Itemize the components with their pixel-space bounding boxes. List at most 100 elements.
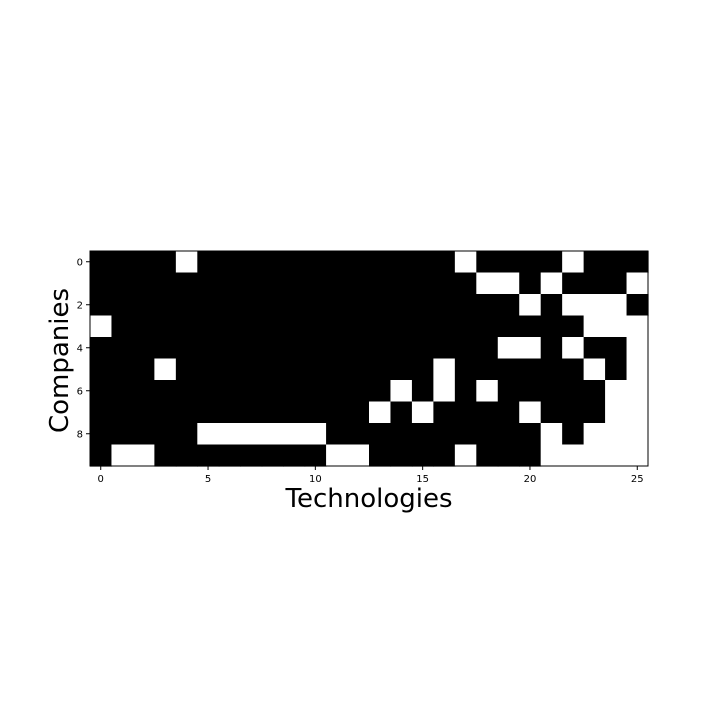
heatmap-cell — [583, 401, 606, 424]
heatmap-cell — [240, 251, 263, 274]
heatmap-cell — [90, 401, 113, 424]
heatmap-cell — [218, 358, 241, 381]
heatmap-cell — [497, 358, 520, 381]
heatmap-cell — [476, 251, 499, 274]
heatmap-cell — [154, 423, 177, 446]
heatmap-cell — [476, 272, 499, 295]
heatmap-cell — [369, 272, 392, 295]
heatmap-cell — [390, 358, 413, 381]
heatmap-cell — [626, 358, 649, 381]
heatmap-cell — [240, 272, 263, 295]
heatmap-cell — [326, 315, 349, 338]
heatmap-cell — [111, 380, 134, 403]
heatmap-cell — [111, 358, 134, 381]
heatmap-cell — [390, 251, 413, 274]
heatmap-cell — [154, 337, 177, 360]
heatmap-cell — [175, 251, 198, 274]
heatmap-cell — [476, 294, 499, 317]
heatmap-cell — [411, 401, 434, 424]
heatmap-cell — [583, 444, 606, 467]
heatmap-cell — [476, 401, 499, 424]
heatmap-cell — [283, 294, 306, 317]
heatmap-cell — [132, 358, 155, 381]
heatmap-cell — [454, 444, 477, 467]
heatmap-cell — [476, 423, 499, 446]
heatmap-cell — [261, 315, 284, 338]
heatmap-cell — [605, 401, 628, 424]
heatmap-cell — [90, 423, 113, 446]
heatmap-cell — [304, 337, 327, 360]
heatmap-cell — [197, 423, 220, 446]
heatmap-cell — [261, 294, 284, 317]
heatmap-cell — [476, 358, 499, 381]
heatmap-cell — [240, 358, 263, 381]
heatmap-cell — [497, 337, 520, 360]
heatmap-cell — [605, 337, 628, 360]
heatmap-cell — [175, 401, 198, 424]
heatmap-cell — [433, 251, 456, 274]
heatmap-cell — [411, 444, 434, 467]
heatmap-cell — [626, 294, 649, 317]
heatmap-cell — [304, 444, 327, 467]
heatmap-cell — [90, 337, 113, 360]
heatmap-cells — [90, 251, 649, 467]
heatmap-cell — [540, 401, 563, 424]
heatmap-cell — [626, 401, 649, 424]
heatmap-cell — [390, 272, 413, 295]
heatmap-cell — [390, 315, 413, 338]
heatmap-cell — [476, 444, 499, 467]
heatmap-cell — [175, 358, 198, 381]
heatmap-cell — [626, 423, 649, 446]
heatmap-cell — [197, 272, 220, 295]
heatmap-cell — [454, 337, 477, 360]
heatmap-cell — [390, 444, 413, 467]
heatmap-cell — [583, 315, 606, 338]
heatmap-cell — [605, 358, 628, 381]
heatmap-cell — [519, 358, 542, 381]
heatmap-cell — [261, 423, 284, 446]
heatmap-cell — [111, 272, 134, 295]
heatmap-cell — [583, 423, 606, 446]
heatmap-cell — [347, 294, 370, 317]
heatmap-cell — [562, 444, 585, 467]
heatmap-cell — [369, 444, 392, 467]
heatmap-cell — [411, 380, 434, 403]
x-axis-label: Technologies — [284, 484, 452, 514]
heatmap-cell — [497, 272, 520, 295]
heatmap-cell — [347, 423, 370, 446]
heatmap-cell — [218, 337, 241, 360]
heatmap-cell — [347, 401, 370, 424]
heatmap-cell — [562, 401, 585, 424]
heatmap-cell — [304, 358, 327, 381]
heatmap-cell — [390, 401, 413, 424]
heatmap-cell — [583, 251, 606, 274]
heatmap-cell — [583, 337, 606, 360]
heatmap-cell — [411, 272, 434, 295]
y-tick-label: 6 — [77, 386, 83, 397]
heatmap-cell — [454, 251, 477, 274]
heatmap-cell — [626, 380, 649, 403]
heatmap-cell — [540, 251, 563, 274]
heatmap-cell — [540, 380, 563, 403]
heatmap-cell — [433, 294, 456, 317]
heatmap-cell — [175, 315, 198, 338]
heatmap-cell — [519, 251, 542, 274]
heatmap-cell — [411, 251, 434, 274]
heatmap-cell — [283, 358, 306, 381]
heatmap-cell — [111, 401, 134, 424]
heatmap-cell — [111, 251, 134, 274]
heatmap-cell — [132, 337, 155, 360]
heatmap-cell — [326, 380, 349, 403]
heatmap-cell — [605, 444, 628, 467]
heatmap-cell — [433, 444, 456, 467]
heatmap-cell — [369, 423, 392, 446]
heatmap-cell — [90, 315, 113, 338]
x-axis: 0 5 10 15 20 25 — [98, 466, 644, 485]
heatmap-cell — [605, 272, 628, 295]
heatmap-cell — [304, 315, 327, 338]
heatmap-cell — [175, 337, 198, 360]
heatmap-cell — [154, 315, 177, 338]
x-tick-label: 10 — [309, 474, 322, 485]
heatmap-cell — [605, 251, 628, 274]
